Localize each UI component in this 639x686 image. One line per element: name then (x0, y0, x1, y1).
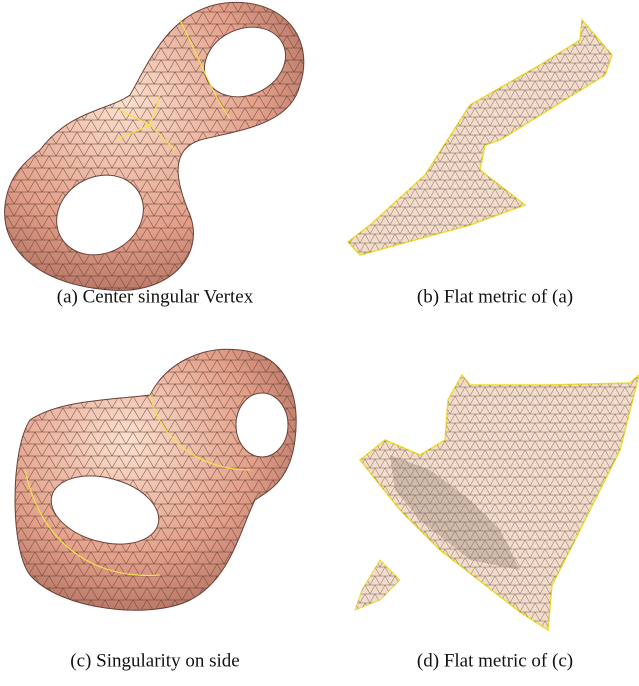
surface-c (15, 349, 296, 610)
caption: (a) Center singular Vertex (57, 286, 254, 307)
flat-metric-b (348, 20, 612, 255)
caption: (d) Flat metric of (c) (417, 650, 573, 671)
figure: (a) Center singular Vertex (b) Flat metr… (0, 0, 639, 686)
surface-a (5, 2, 304, 290)
caption: (b) Flat metric of (a) (417, 286, 573, 307)
caption: (c) Singularity on side (70, 650, 239, 671)
flat-metric-d (355, 375, 639, 630)
page: (a) Center singular Vertex (b) Flat metr… (0, 0, 639, 686)
